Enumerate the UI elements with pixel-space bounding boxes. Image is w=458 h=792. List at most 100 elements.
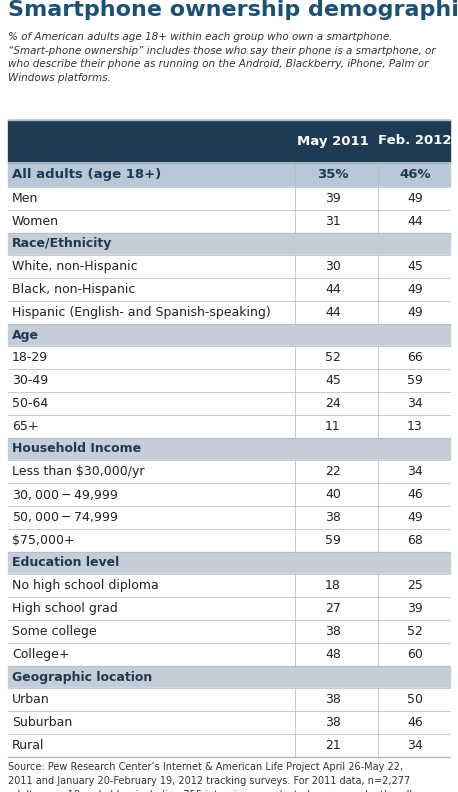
Text: 38: 38 [325,693,341,706]
Text: 18: 18 [325,579,341,592]
Bar [8,120,450,162]
Text: 65+: 65+ [12,420,38,433]
Bar [8,233,450,255]
Text: 25: 25 [407,579,423,592]
Text: College+: College+ [12,648,70,661]
Bar [8,438,450,460]
Text: 39: 39 [407,602,423,615]
Bar [8,620,450,643]
Text: 52: 52 [325,351,341,364]
Bar [8,552,450,574]
Text: 24: 24 [325,397,341,410]
Text: 34: 34 [407,739,423,752]
Text: 50: 50 [407,693,423,706]
Text: 45: 45 [407,260,423,273]
Text: Race/Ethnicity: Race/Ethnicity [12,238,112,250]
Text: 30: 30 [325,260,341,273]
Text: 49: 49 [407,511,423,524]
Bar [8,574,450,597]
Text: 48: 48 [325,648,341,661]
Bar [8,688,450,711]
Text: 46%: 46% [399,168,431,181]
Text: 45: 45 [325,374,341,387]
Bar [8,711,450,734]
Bar [8,734,450,757]
Bar [8,324,450,346]
Text: Geographic location: Geographic location [12,671,152,683]
Text: 13: 13 [407,420,423,433]
Bar [8,666,450,688]
Text: 40: 40 [325,488,341,501]
Text: % of American adults age 18+ within each group who own a smartphone.
“Smart­phon: % of American adults age 18+ within each… [8,32,436,83]
Text: Less than $30,000/yr: Less than $30,000/yr [12,465,145,478]
Text: 34: 34 [407,465,423,478]
Text: 38: 38 [325,511,341,524]
Bar [8,483,450,506]
Text: Education level: Education level [12,557,119,569]
Text: 39: 39 [325,192,341,205]
Text: 35%: 35% [317,168,349,181]
Text: 38: 38 [325,716,341,729]
Bar [8,278,450,301]
Bar [8,506,450,529]
Bar [8,529,450,552]
Text: Men: Men [12,192,38,205]
Text: 22: 22 [325,465,341,478]
Text: $50,000-$74,999: $50,000-$74,999 [12,511,118,524]
Text: 18-29: 18-29 [12,351,48,364]
Text: 52: 52 [407,625,423,638]
Text: 46: 46 [407,716,423,729]
Text: $30,000-$49,999: $30,000-$49,999 [12,488,118,501]
Text: 27: 27 [325,602,341,615]
Text: 59: 59 [407,374,423,387]
Text: Smartphone ownership demographics: Smartphone ownership demographics [8,0,458,20]
Text: 66: 66 [407,351,423,364]
Bar [8,301,450,324]
Text: 49: 49 [407,192,423,205]
Text: Rural: Rural [12,739,44,752]
Text: Source: Pew Research Center’s Internet & American Life Project April 26-May 22,
: Source: Pew Research Center’s Internet &… [8,762,412,792]
Text: 68: 68 [407,534,423,547]
Bar [8,255,450,278]
Text: 44: 44 [407,215,423,228]
Bar [8,460,450,483]
Text: All adults (age 18+): All adults (age 18+) [12,168,161,181]
Bar [8,187,450,210]
Text: 11: 11 [325,420,341,433]
Text: Urban: Urban [12,693,50,706]
Text: 44: 44 [325,306,341,319]
Bar [8,162,450,187]
Text: Age: Age [12,329,39,341]
Text: May 2011: May 2011 [297,135,369,147]
Text: Household Income: Household Income [12,443,141,455]
Text: $75,000+: $75,000+ [12,534,75,547]
Text: 50-64: 50-64 [12,397,48,410]
Text: White, non-Hispanic: White, non-Hispanic [12,260,137,273]
Text: 49: 49 [407,283,423,296]
Text: Feb. 2012: Feb. 2012 [378,135,452,147]
Text: Women: Women [12,215,59,228]
Text: 60: 60 [407,648,423,661]
Bar [8,369,450,392]
Text: 21: 21 [325,739,341,752]
Bar [8,643,450,666]
Text: Suburban: Suburban [12,716,72,729]
Text: 44: 44 [325,283,341,296]
Text: 49: 49 [407,306,423,319]
Bar [8,392,450,415]
Text: 38: 38 [325,625,341,638]
Text: 34: 34 [407,397,423,410]
Text: 46: 46 [407,488,423,501]
Bar [8,597,450,620]
Text: 59: 59 [325,534,341,547]
Text: 31: 31 [325,215,341,228]
Text: 30-49: 30-49 [12,374,48,387]
Text: High school grad: High school grad [12,602,118,615]
Text: Hispanic (English- and Spanish-speaking): Hispanic (English- and Spanish-speaking) [12,306,271,319]
Text: Black, non-Hispanic: Black, non-Hispanic [12,283,136,296]
Text: Some college: Some college [12,625,97,638]
Bar [8,346,450,369]
Bar [8,210,450,233]
Text: No high school diploma: No high school diploma [12,579,159,592]
Bar [8,415,450,438]
